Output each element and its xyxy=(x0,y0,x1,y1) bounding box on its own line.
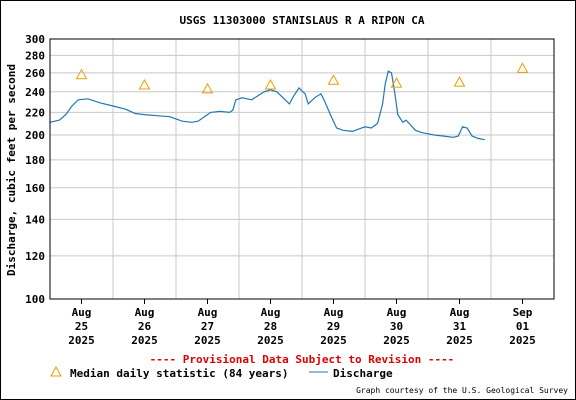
x-tick-label: Aug xyxy=(135,306,155,319)
x-tick-label: 2025 xyxy=(509,334,536,347)
y-axis-ticks: 100 120 140 160 180 200 220 240 260 280 300 xyxy=(25,33,45,306)
y-tick-label: 200 xyxy=(25,129,45,142)
x-tick-label: 2025 xyxy=(383,334,410,347)
x-tick-label: 2025 xyxy=(320,334,347,347)
y-tick-label: 260 xyxy=(25,67,45,80)
median-marker xyxy=(390,77,403,88)
y-tick-label: 220 xyxy=(25,106,45,119)
legend-discharge-label: Discharge xyxy=(333,367,393,380)
legend-median-marker xyxy=(50,365,62,377)
x-tick-label: Aug xyxy=(324,306,344,319)
y-tick-label: 120 xyxy=(25,250,45,263)
x-tick-label: 2025 xyxy=(68,334,95,347)
y-tick-label: 300 xyxy=(25,33,45,46)
legend: Median daily statistic (84 years) Discha… xyxy=(50,365,393,380)
grid xyxy=(50,38,554,300)
median-marker xyxy=(138,78,151,90)
median-marker xyxy=(327,74,340,85)
x-tick-label: 28 xyxy=(264,320,277,333)
x-tick-label: 29 xyxy=(327,320,340,333)
x-tick-label: Aug xyxy=(387,306,407,319)
graph-credit: Graph courtesy of the U.S. Geological Su… xyxy=(356,386,568,395)
median-marker xyxy=(75,68,88,80)
x-tick-label: Sep xyxy=(513,306,533,319)
median-marker xyxy=(516,62,529,73)
median-marker xyxy=(264,78,277,90)
chart-title: USGS 11303000 STANISLAUS R A RIPON CA xyxy=(179,14,424,27)
y-tick-label: 160 xyxy=(25,182,45,195)
x-tick-label: 25 xyxy=(75,320,88,333)
y-tick-label: 280 xyxy=(25,49,45,62)
x-tick-label: 30 xyxy=(390,320,403,333)
x-tick-label: 2025 xyxy=(194,334,221,347)
legend-median-label: Median daily statistic (84 years) xyxy=(70,367,289,380)
median-marker xyxy=(201,82,214,94)
x-axis-ticks: Aug252025Aug262025Aug272025Aug282025Aug2… xyxy=(68,299,536,347)
discharge-line xyxy=(49,70,485,141)
y-tick-label: 240 xyxy=(25,86,45,99)
median-marker xyxy=(453,76,466,87)
x-tick-label: 27 xyxy=(201,320,214,333)
x-tick-label: 01 xyxy=(516,320,530,333)
x-tick-label: 2025 xyxy=(131,334,158,347)
x-tick-label: 26 xyxy=(138,320,152,333)
x-tick-label: Aug xyxy=(450,306,470,319)
provisional-notice: ---- Provisional Data Subject to Revisio… xyxy=(150,353,455,366)
y-tick-label: 140 xyxy=(25,213,45,226)
plot-border xyxy=(49,38,555,300)
y-tick-label: 180 xyxy=(25,154,45,167)
median-markers xyxy=(75,62,529,94)
x-tick-label: Aug xyxy=(198,306,218,319)
x-tick-label: Aug xyxy=(72,306,92,319)
x-tick-label: 2025 xyxy=(446,334,473,347)
x-tick-label: 31 xyxy=(453,320,467,333)
x-tick-label: 2025 xyxy=(257,334,284,347)
y-axis-label: Discharge, cubic feet per second xyxy=(5,64,18,276)
series-layer xyxy=(49,70,485,141)
y-tick-label: 100 xyxy=(25,293,45,306)
x-tick-label: Aug xyxy=(261,306,281,319)
